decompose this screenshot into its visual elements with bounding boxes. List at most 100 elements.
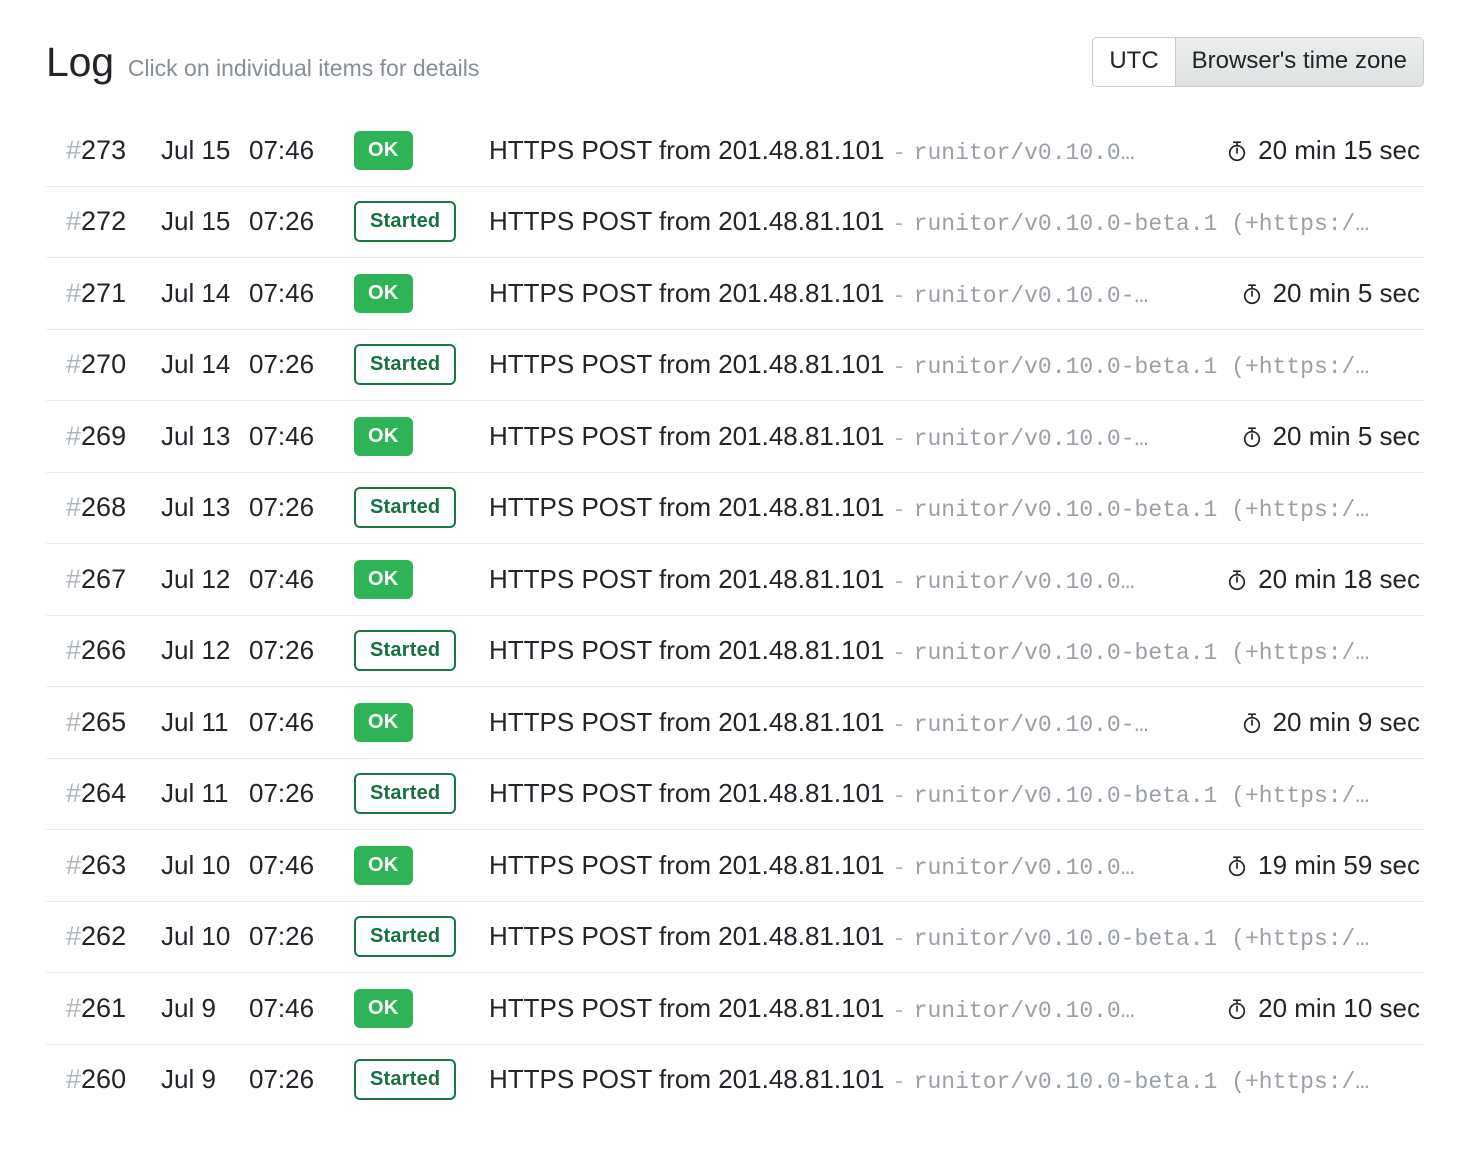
- duration-cell: 20 min 18 sec: [1203, 564, 1424, 595]
- user-agent: runitor/v0.10.0-…: [913, 282, 1149, 309]
- log-entry-date: Jul 15: [161, 206, 231, 237]
- detail-separator: -: [892, 140, 906, 166]
- user-agent: runitor/v0.10.0-…: [913, 425, 1149, 452]
- log-entry-time: 07:46: [249, 706, 315, 737]
- log-entry-detail: HTTPS POST from 201.48.81.101- runitor/v0…: [489, 1064, 1424, 1095]
- log-entry-date: Jul 15: [161, 134, 231, 165]
- log-entry-time: 07:26: [249, 1064, 315, 1095]
- user-agent: runitor/v0.10.0-beta.1 (+https:/…: [913, 211, 1370, 238]
- user-agent: runitor/v0.10.0-beta.1 (+https:/…: [913, 926, 1370, 953]
- status-cell: OK: [354, 273, 489, 313]
- status-cell: Started: [354, 773, 489, 815]
- user-agent: runitor/v0.10.0…: [913, 139, 1135, 166]
- log-row[interactable]: #268 Jul 13 07:26 Started HTTPS POST from 20…: [46, 471, 1424, 544]
- log-entry-id: #269: [46, 421, 161, 452]
- log-row[interactable]: #263 Jul 10 07:46 OK HTTPS POST from 201.48.…: [46, 829, 1424, 901]
- log-entry-detail: HTTPS POST from 201.48.81.101- runitor/v0…: [489, 206, 1424, 237]
- status-badge-ok: OK: [354, 702, 413, 742]
- timezone-toggle[interactable]: UTC Browser's time zone: [1092, 37, 1424, 87]
- status-badge-ok: OK: [354, 273, 413, 313]
- log-entry-time: 07:46: [249, 563, 315, 594]
- log-row[interactable]: #265 Jul 11 07:46 OK HTTPS POST from 201.48.…: [46, 686, 1424, 758]
- log-entry-time: 07:26: [249, 921, 315, 952]
- stopwatch-icon: [1225, 853, 1249, 877]
- entry-number: 271: [81, 277, 127, 308]
- log-row[interactable]: #260 Jul 9 07:26 Started HTTPS POST from 201…: [46, 1043, 1424, 1116]
- request-summary: HTTPS POST from 201.48.81.101: [489, 778, 885, 809]
- request-summary: HTTPS POST from 201.48.81.101: [489, 635, 885, 666]
- detail-separator: -: [892, 1070, 906, 1096]
- log-row[interactable]: #272 Jul 15 07:26 Started HTTPS POST from 20…: [46, 185, 1424, 258]
- hash-symbol: #: [66, 277, 82, 308]
- duration-text: 20 min 10 sec: [1258, 992, 1420, 1023]
- log-entry-id: #273: [46, 135, 161, 166]
- request-summary: HTTPS POST from 201.48.81.101: [489, 563, 885, 594]
- entry-number: 266: [81, 635, 127, 666]
- entry-number: 267: [81, 563, 127, 594]
- user-agent: runitor/v0.10.0…: [913, 568, 1135, 595]
- log-row[interactable]: #262 Jul 10 07:26 Started HTTPS POST from 20…: [46, 900, 1424, 973]
- log-row[interactable]: #261 Jul 9 07:46 OK HTTPS POST from 201.48.8…: [46, 972, 1424, 1044]
- duration-text: 20 min 18 sec: [1258, 563, 1420, 594]
- status-badge-ok: OK: [354, 988, 413, 1028]
- log-entry-date: Jul 10: [161, 921, 231, 952]
- status-cell: OK: [354, 130, 489, 170]
- log-row[interactable]: #264 Jul 11 07:26 Started HTTPS POST from 20…: [46, 757, 1424, 830]
- log-list: #273 Jul 15 07:46 OK HTTPS POST from 201.48.…: [46, 115, 1424, 1115]
- page-title: Log: [46, 38, 114, 85]
- log-row[interactable]: #270 Jul 14 07:26 Started HTTPS POST from 20…: [46, 328, 1424, 401]
- log-row[interactable]: #266 Jul 12 07:26 Started HTTPS POST from 20…: [46, 614, 1424, 687]
- log-entry-id: #266: [46, 635, 161, 666]
- log-row[interactable]: #271 Jul 14 07:46 OK HTTPS POST from 201.48.…: [46, 257, 1424, 329]
- stopwatch-icon: [1240, 710, 1264, 734]
- hash-symbol: #: [66, 706, 82, 737]
- request-summary: HTTPS POST from 201.48.81.101: [489, 492, 885, 523]
- timezone-option-browser[interactable]: Browser's time zone: [1174, 38, 1423, 86]
- duration-cell: 20 min 10 sec: [1203, 993, 1424, 1024]
- log-entry-date: Jul 10: [161, 849, 231, 880]
- log-entry-detail: HTTPS POST from 201.48.81.101- runitor/v0…: [489, 993, 1203, 1024]
- log-entry-id: #264: [46, 778, 161, 809]
- entry-number: 270: [81, 349, 127, 380]
- detail-separator: -: [892, 569, 906, 595]
- duration-text: 20 min 5 sec: [1272, 277, 1420, 308]
- user-agent: runitor/v0.10.0…: [913, 997, 1135, 1024]
- status-cell: Started: [354, 201, 489, 243]
- user-agent: runitor/v0.10.0-beta.1 (+https:/…: [913, 783, 1370, 810]
- log-entry-time: 07:46: [249, 134, 315, 165]
- entry-number: 268: [81, 492, 127, 523]
- status-badge-started: Started: [354, 773, 457, 815]
- timezone-option-utc[interactable]: UTC: [1093, 38, 1175, 86]
- log-entry-detail: HTTPS POST from 201.48.81.101- runitor/v0…: [489, 921, 1424, 952]
- status-cell: OK: [354, 702, 489, 742]
- entry-number: 264: [81, 778, 127, 809]
- detail-separator: -: [892, 426, 906, 452]
- request-summary: HTTPS POST from 201.48.81.101: [489, 134, 885, 165]
- status-badge-started: Started: [354, 344, 457, 386]
- status-cell: Started: [354, 1059, 489, 1101]
- log-entry-date: Jul 11: [161, 706, 229, 737]
- log-entry-detail: HTTPS POST from 201.48.81.101- runitor/v0…: [489, 349, 1424, 380]
- log-row[interactable]: #273 Jul 15 07:46 OK HTTPS POST from 201.48.…: [46, 115, 1424, 186]
- log-row[interactable]: #269 Jul 13 07:46 OK HTTPS POST from 201.48.…: [46, 400, 1424, 472]
- duration-cell: 20 min 15 sec: [1203, 135, 1424, 166]
- duration-cell: 20 min 5 sec: [1218, 278, 1424, 309]
- log-entry-id: #267: [46, 564, 161, 595]
- log-entry-detail: HTTPS POST from 201.48.81.101- runitor/v0…: [489, 778, 1424, 809]
- user-agent: runitor/v0.10.0-…: [913, 711, 1149, 738]
- hash-symbol: #: [66, 492, 82, 523]
- detail-separator: -: [892, 998, 906, 1024]
- status-badge-started: Started: [354, 630, 457, 672]
- duration-cell: 19 min 59 sec: [1203, 850, 1424, 881]
- user-agent: runitor/v0.10.0-beta.1 (+https:/…: [913, 354, 1370, 381]
- status-badge-started: Started: [354, 201, 457, 243]
- log-row[interactable]: #267 Jul 12 07:46 OK HTTPS POST from 201.48.…: [46, 543, 1424, 615]
- log-entry-time: 07:26: [249, 206, 315, 237]
- status-cell: OK: [354, 845, 489, 885]
- entry-number: 273: [81, 134, 127, 165]
- user-agent: runitor/v0.10.0-beta.1 (+https:/…: [913, 640, 1370, 667]
- detail-separator: -: [892, 927, 906, 953]
- log-entry-detail: HTTPS POST from 201.48.81.101- runitor/v0…: [489, 850, 1203, 881]
- user-agent: runitor/v0.10.0…: [913, 854, 1135, 881]
- log-entry-detail: HTTPS POST from 201.48.81.101- runitor/v0…: [489, 635, 1424, 666]
